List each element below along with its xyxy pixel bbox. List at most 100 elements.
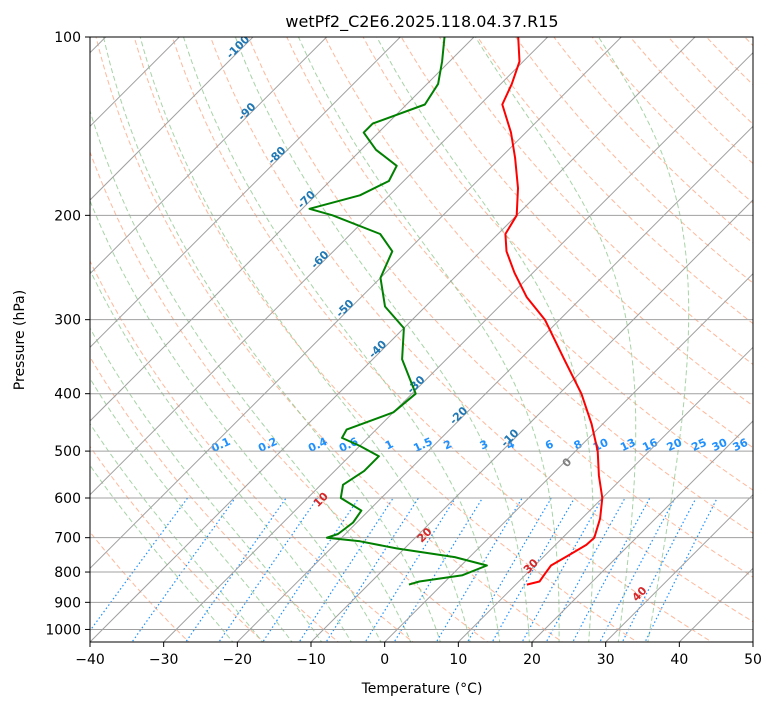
mixing-ratio-line bbox=[364, 497, 456, 642]
isotherm bbox=[90, 37, 623, 570]
y-axis-title: Pressure (hPa) bbox=[12, 290, 28, 390]
chart-title: wetPf2_C2E6.2025.118.04.37.R15 bbox=[285, 12, 558, 32]
mixing-ratio-label: 1.5 bbox=[411, 435, 434, 455]
mixing-ratio-label: 16 bbox=[640, 436, 660, 454]
y-tick-label: 200 bbox=[54, 208, 81, 224]
y-tick-label: 900 bbox=[54, 595, 81, 611]
isotherm bbox=[0, 10, 59, 645]
y-tick-label: 700 bbox=[54, 531, 81, 547]
moist-adiabat bbox=[90, 422, 264, 642]
mixing-ratio-label: 0.2 bbox=[256, 435, 279, 455]
dry-adiabat bbox=[438, 37, 753, 366]
x-tick-label: 50 bbox=[744, 652, 762, 668]
x-tick-label: 0 bbox=[380, 652, 389, 668]
mixing-ratio-line bbox=[90, 497, 189, 632]
y-tick-label: 100 bbox=[54, 30, 81, 46]
isotherm bbox=[90, 37, 181, 128]
y-tick-label: 300 bbox=[54, 313, 81, 329]
mixing-ratio-line bbox=[545, 497, 626, 642]
y-axis: 100 200 300 400 500 600 700 800 900 1000 bbox=[45, 30, 90, 638]
dry-adiabat bbox=[515, 37, 753, 284]
isotherm bbox=[90, 37, 696, 642]
isotherm bbox=[90, 37, 328, 275]
plot-area: 0.1 0.2 0.4 0.6 1 1.5 2 3 4 6 8 10 13 16 20 25 30 36-100-… bbox=[0, 10, 775, 645]
mixing-ratio-label: 1 bbox=[383, 437, 395, 452]
mixing-ratio-line bbox=[298, 497, 394, 642]
x-axis: −40 −30 −20 −10 0 10 20 30 40 50 bbox=[75, 642, 762, 668]
moist-adiabat bbox=[139, 37, 471, 642]
moist-adiabat bbox=[183, 37, 501, 642]
isotherm bbox=[162, 51, 753, 642]
dry-adiabat bbox=[362, 37, 753, 449]
x-tick-label: 10 bbox=[449, 652, 467, 668]
mixing-ratio-line bbox=[185, 497, 287, 642]
x-tick-label: 30 bbox=[597, 652, 615, 668]
dry-adiabat bbox=[90, 150, 489, 642]
isotherm bbox=[752, 641, 753, 642]
mixing-ratio-label: 6 bbox=[543, 437, 556, 452]
x-tick-label: −40 bbox=[75, 652, 105, 668]
dry-adiabat bbox=[133, 37, 638, 642]
x-tick-label: −30 bbox=[149, 652, 179, 668]
x-tick-label: 40 bbox=[670, 652, 688, 668]
dry-adiabat bbox=[171, 37, 713, 642]
dry-adiabat bbox=[553, 37, 753, 244]
isotherm bbox=[457, 346, 753, 642]
mixing-ratio-line bbox=[644, 497, 718, 642]
mixing-ratio-label: 25 bbox=[689, 436, 708, 454]
dry-adiabat bbox=[744, 37, 753, 47]
moist-adiabat bbox=[90, 269, 352, 642]
mixing-ratio-line bbox=[621, 497, 697, 642]
dry-adiabat bbox=[324, 37, 753, 491]
mixing-ratio-line bbox=[325, 497, 420, 642]
isotherm-label: -50 bbox=[333, 297, 356, 320]
dry-adiabat bbox=[770, 24, 775, 645]
dry-adiabat bbox=[248, 37, 753, 578]
isotherm bbox=[310, 199, 753, 642]
zero-isotherm-label: 0 bbox=[560, 455, 575, 470]
mixing-ratio-line bbox=[599, 497, 676, 642]
dry-adiabat bbox=[705, 37, 753, 86]
isotherm-label: -60 bbox=[308, 248, 331, 271]
mixing-ratio-label: 2 bbox=[442, 437, 454, 452]
dry-adiabat bbox=[400, 37, 753, 407]
isotherm bbox=[90, 37, 402, 349]
moist-adiabat bbox=[90, 464, 234, 642]
y-tick-label: 400 bbox=[54, 387, 81, 403]
mixing-ratio-line bbox=[131, 497, 236, 642]
mixing-ratio-line bbox=[435, 497, 523, 642]
moist-adiabat bbox=[103, 37, 441, 642]
dry-adiabat-label: 30 bbox=[521, 556, 541, 576]
mixing-ratio-line bbox=[491, 497, 576, 642]
isotherm bbox=[90, 37, 549, 496]
isotherm bbox=[90, 37, 254, 201]
dry-adiabat bbox=[90, 445, 265, 642]
mixing-ratio-label: 36 bbox=[731, 436, 751, 454]
x-tick-label: −20 bbox=[223, 652, 253, 668]
mixing-ratio-label: 3 bbox=[478, 437, 490, 452]
isotherm bbox=[531, 420, 753, 642]
y-tick-label: 500 bbox=[54, 444, 81, 460]
dry-adiabat bbox=[90, 259, 414, 642]
mixing-ratio-line bbox=[218, 497, 318, 642]
dry-adiabat bbox=[286, 37, 753, 534]
y-tick-label: 800 bbox=[54, 565, 81, 581]
mixing-ratio-label: 20 bbox=[665, 436, 685, 454]
dewpoint-profile bbox=[308, 37, 488, 586]
mixing-ratio-label: 13 bbox=[618, 436, 637, 454]
dry-adiabat bbox=[591, 37, 753, 204]
moist-adiabat bbox=[376, 37, 594, 642]
isotherm bbox=[236, 125, 753, 642]
y-tick-label: 600 bbox=[54, 491, 81, 507]
y-tick-label: 1000 bbox=[45, 622, 81, 638]
mixing-ratio-line bbox=[466, 497, 552, 642]
x-axis-title: Temperature (°C) bbox=[361, 681, 483, 697]
isotherm-label: -40 bbox=[366, 338, 389, 361]
x-tick-label: 20 bbox=[523, 652, 541, 668]
dry-adiabat bbox=[629, 37, 753, 165]
x-tick-label: −10 bbox=[296, 652, 326, 668]
moist-adiabat bbox=[90, 377, 293, 642]
moist-adiabat bbox=[90, 109, 412, 642]
plot-frame bbox=[89, 36, 754, 643]
